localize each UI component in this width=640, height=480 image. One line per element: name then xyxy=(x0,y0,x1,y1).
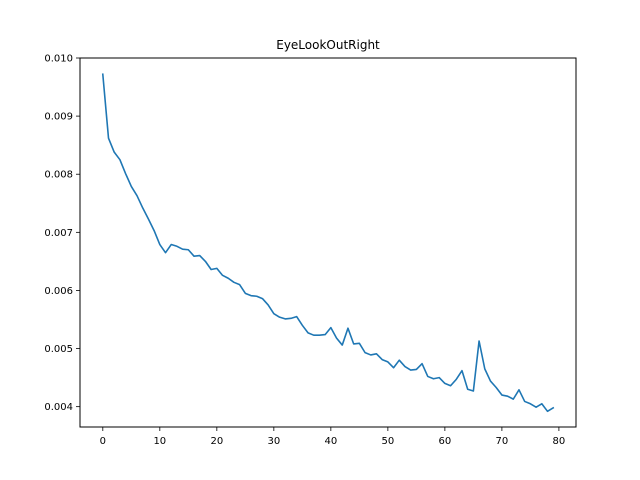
x-tick-label: 80 xyxy=(553,436,566,447)
series-line xyxy=(101,73,555,413)
x-tick-label: 60 xyxy=(439,436,452,447)
y-tick-label: 0.007 xyxy=(44,228,73,239)
chart-title: EyeLookOutRight xyxy=(276,38,380,52)
x-tick-label: 20 xyxy=(210,436,223,447)
y-tick-label: 0.009 xyxy=(44,112,73,123)
y-tick-label: 0.006 xyxy=(44,286,73,297)
x-tick-label: 40 xyxy=(324,436,337,447)
y-tick-label: 0.004 xyxy=(44,402,73,413)
y-tick-label: 0.008 xyxy=(44,170,73,181)
x-tick-label: 30 xyxy=(267,436,280,447)
y-tick-label: 0.005 xyxy=(44,344,73,355)
x-tick-label: 0 xyxy=(100,436,106,447)
series-layer xyxy=(101,73,555,413)
x-tick-label: 10 xyxy=(153,436,166,447)
plot-area-frame xyxy=(79,57,577,428)
x-axis-ticks: 0 10 20 30 40 50 60 70 80 xyxy=(100,427,566,447)
y-axis-ticks: 0.004 0.005 0.006 0.007 0.008 0.009 0.010 xyxy=(44,54,80,413)
x-tick-label: 50 xyxy=(381,436,394,447)
x-tick-label: 70 xyxy=(496,436,509,447)
y-tick-label: 0.010 xyxy=(44,54,73,65)
